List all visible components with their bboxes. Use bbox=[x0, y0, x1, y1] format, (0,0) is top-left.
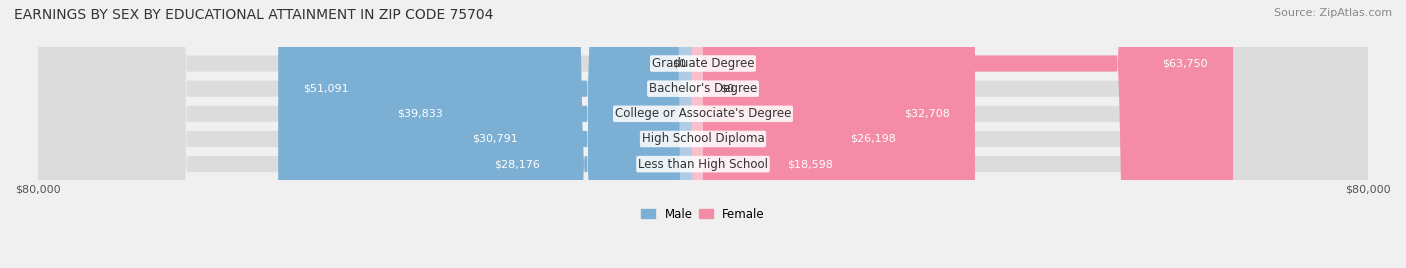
FancyBboxPatch shape bbox=[447, 0, 703, 268]
Text: College or Associate's Degree: College or Associate's Degree bbox=[614, 107, 792, 120]
Text: $63,750: $63,750 bbox=[1163, 58, 1208, 69]
Text: $0: $0 bbox=[672, 58, 686, 69]
FancyBboxPatch shape bbox=[371, 0, 703, 268]
FancyBboxPatch shape bbox=[703, 0, 1233, 268]
FancyBboxPatch shape bbox=[38, 0, 1368, 268]
Text: $28,176: $28,176 bbox=[494, 159, 540, 169]
Text: Source: ZipAtlas.com: Source: ZipAtlas.com bbox=[1274, 8, 1392, 18]
FancyBboxPatch shape bbox=[38, 0, 1368, 268]
FancyBboxPatch shape bbox=[690, 0, 728, 268]
FancyBboxPatch shape bbox=[468, 0, 703, 268]
FancyBboxPatch shape bbox=[703, 0, 858, 268]
FancyBboxPatch shape bbox=[38, 0, 1368, 268]
FancyBboxPatch shape bbox=[703, 0, 974, 268]
Text: Graduate Degree: Graduate Degree bbox=[652, 57, 754, 70]
FancyBboxPatch shape bbox=[703, 0, 921, 268]
Text: $39,833: $39,833 bbox=[396, 109, 443, 119]
Text: $18,598: $18,598 bbox=[787, 159, 832, 169]
FancyBboxPatch shape bbox=[38, 0, 1368, 268]
Text: EARNINGS BY SEX BY EDUCATIONAL ATTAINMENT IN ZIP CODE 75704: EARNINGS BY SEX BY EDUCATIONAL ATTAINMEN… bbox=[14, 8, 494, 22]
FancyBboxPatch shape bbox=[678, 0, 716, 268]
Text: $51,091: $51,091 bbox=[304, 84, 349, 94]
Legend: Male, Female: Male, Female bbox=[637, 203, 769, 225]
Text: $30,791: $30,791 bbox=[472, 134, 517, 144]
Text: Less than High School: Less than High School bbox=[638, 158, 768, 171]
Text: Bachelor's Degree: Bachelor's Degree bbox=[650, 82, 756, 95]
Text: High School Diploma: High School Diploma bbox=[641, 132, 765, 146]
Text: $0: $0 bbox=[720, 84, 734, 94]
Text: $26,198: $26,198 bbox=[851, 134, 896, 144]
Text: $32,708: $32,708 bbox=[904, 109, 950, 119]
FancyBboxPatch shape bbox=[38, 0, 1368, 268]
FancyBboxPatch shape bbox=[278, 0, 703, 268]
